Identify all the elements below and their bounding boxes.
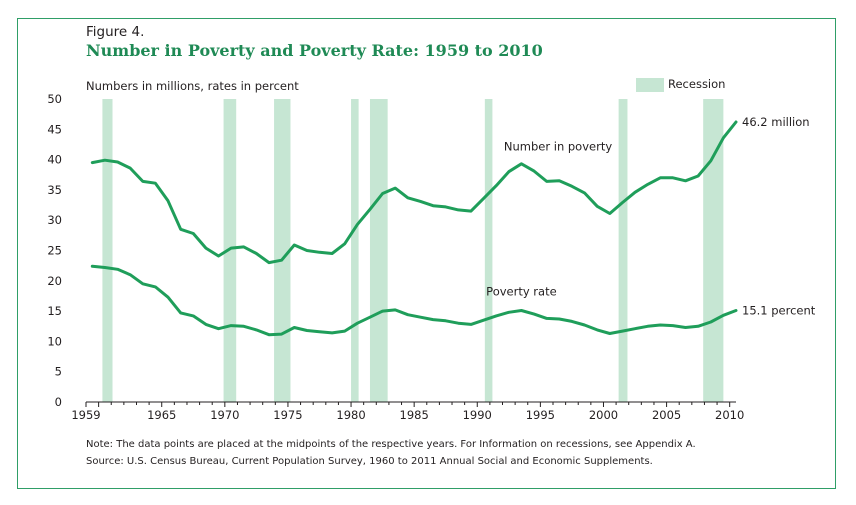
series-end-label: 46.2 million [742, 115, 810, 129]
recession-band-1 [102, 99, 113, 402]
series-labels: Number in poverty 46.2 million Poverty rat… [486, 115, 816, 317]
legend-recession-label: Recession [668, 77, 726, 91]
note-text: Note: The data points are placed at the … [86, 439, 696, 450]
x-tick-label: 1995 [526, 408, 555, 422]
y-tick-label: 5 [55, 365, 62, 379]
axes: 0 5 10 15 20 25 30 35 40 45 50 1959 1965 1970 1975 1980… [47, 92, 744, 422]
y-tick-label: 35 [47, 183, 62, 197]
x-tick-label: 1965 [147, 408, 176, 422]
x-tick-label: 1985 [400, 408, 429, 422]
recession-band-5 [369, 99, 388, 402]
x-tick-label: 2000 [589, 408, 618, 422]
legend-recession-swatch [636, 78, 664, 92]
x-tick-label: 1970 [210, 408, 239, 422]
series-name-label: Poverty rate [486, 284, 557, 298]
y-tick-label: 10 [47, 334, 62, 348]
series-line-2 [90, 264, 738, 337]
recession-band-6 [484, 99, 493, 402]
chart-notes: Note: The data points are placed at the … [86, 436, 696, 470]
y-tick-label: 15 [47, 304, 62, 318]
series-name-label: Number in poverty [504, 140, 612, 154]
recession-band-4 [351, 99, 359, 402]
y-tick-label: 30 [47, 213, 62, 227]
figure-label: Figure 4. [86, 24, 145, 40]
recession-band-8 [703, 99, 724, 402]
recession-band-3 [274, 99, 291, 402]
chart-title: Number in Poverty and Poverty Rate: 1959… [86, 41, 543, 60]
recession-bands [102, 99, 724, 402]
y-tick-label: 25 [47, 244, 62, 258]
series-line-1 [90, 120, 738, 265]
y-tick-label: 45 [47, 122, 62, 136]
series-lines [90, 120, 738, 337]
x-tick-label: 2010 [715, 408, 744, 422]
x-tick-label: 1990 [463, 408, 492, 422]
recession-band-7 [618, 99, 628, 402]
units-label: Numbers in millions, rates in percent [86, 79, 299, 93]
y-tick-label: 50 [47, 92, 62, 106]
series-end-label: 15.1 percent [742, 303, 816, 317]
x-tick-label: 1959 [71, 408, 100, 422]
x-tick-label: 1975 [273, 408, 302, 422]
x-tick-label: 2005 [652, 408, 681, 422]
y-tick-label: 0 [55, 395, 62, 409]
y-tick-label: 20 [47, 274, 62, 288]
x-tick-label: 1980 [336, 408, 365, 422]
figure-frame [17, 18, 836, 489]
y-tick-label: 40 [47, 153, 62, 167]
source-text: Source: U.S. Census Bureau, Current Popu… [86, 456, 653, 467]
